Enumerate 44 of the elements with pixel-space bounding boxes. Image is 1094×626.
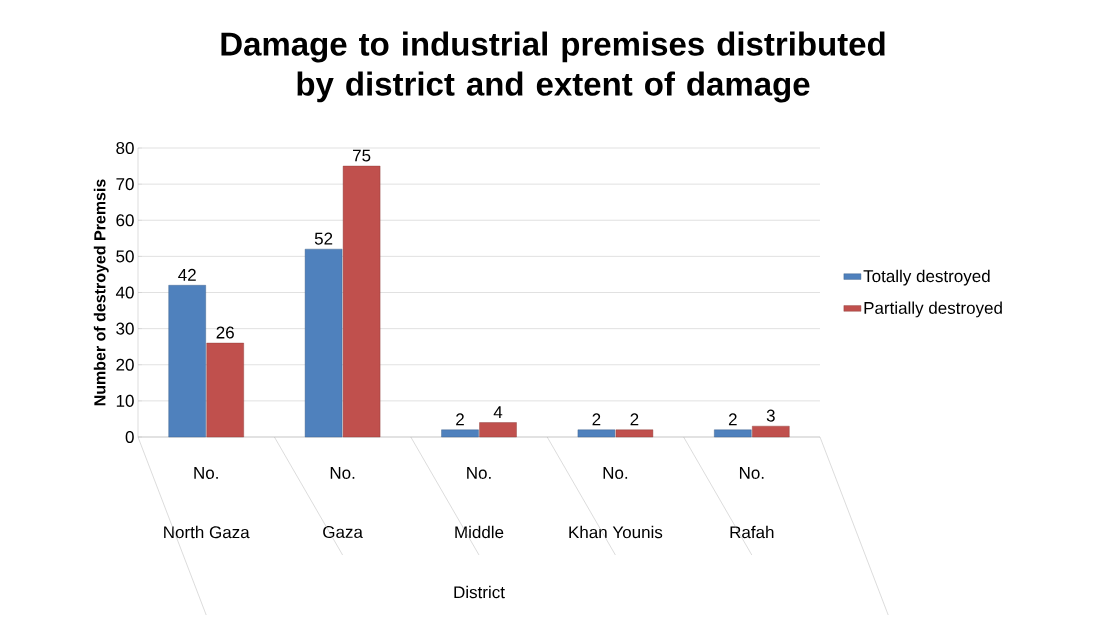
data-label: 52 (314, 232, 333, 245)
y-tick-label: 70 (116, 178, 134, 191)
data-label: 2 (456, 413, 464, 426)
x-tick-label: North Gaza (164, 525, 250, 539)
bar (479, 422, 517, 438)
x-tick-label: Middle (455, 525, 504, 539)
x-axis-title: District (454, 585, 505, 599)
x-tick-label: Gaza (323, 525, 363, 539)
text: No. (467, 467, 491, 479)
bar (577, 429, 616, 438)
text: No. (603, 467, 628, 479)
bar (714, 429, 752, 438)
data-label: 26 (216, 326, 234, 339)
data-label: 75 (353, 149, 371, 162)
bar (206, 342, 244, 438)
bar (168, 285, 206, 438)
y-tick-label: 20 (116, 358, 134, 371)
text: No. (330, 467, 355, 479)
y-axis-title: Number of destroyed Premsis (93, 179, 109, 406)
bar (304, 248, 343, 438)
bar (441, 429, 479, 438)
x-tick-label: Rafah (730, 525, 774, 539)
y-tick-label: 10 (116, 394, 134, 407)
data-label: 2 (630, 413, 639, 426)
y-tick-label: 50 (116, 250, 134, 263)
bar (615, 429, 654, 438)
x-tick-label: Khan Younis (569, 525, 663, 539)
data-label: 2 (728, 413, 737, 426)
chart-title: Damage to industrial premises distributed by district and extent of damage (221, 31, 885, 103)
y-tick-label: 80 (116, 141, 134, 155)
data-label: 42 (178, 268, 196, 281)
data-label: 4 (493, 406, 503, 419)
y-tick-label: 30 (116, 322, 134, 335)
y-tick-label: 40 (115, 286, 134, 299)
data-label: 3 (766, 409, 775, 422)
legend-label: Totally destroyed (863, 269, 990, 286)
bar (342, 165, 381, 438)
text: No. (739, 467, 764, 479)
bar (752, 425, 790, 438)
legend-label: Partially destroyed (864, 301, 1002, 318)
y-tick-label: 60 (116, 214, 134, 227)
y-tick-label: 0 (125, 430, 134, 444)
text: No. (194, 467, 218, 479)
data-label: 2 (592, 413, 601, 426)
